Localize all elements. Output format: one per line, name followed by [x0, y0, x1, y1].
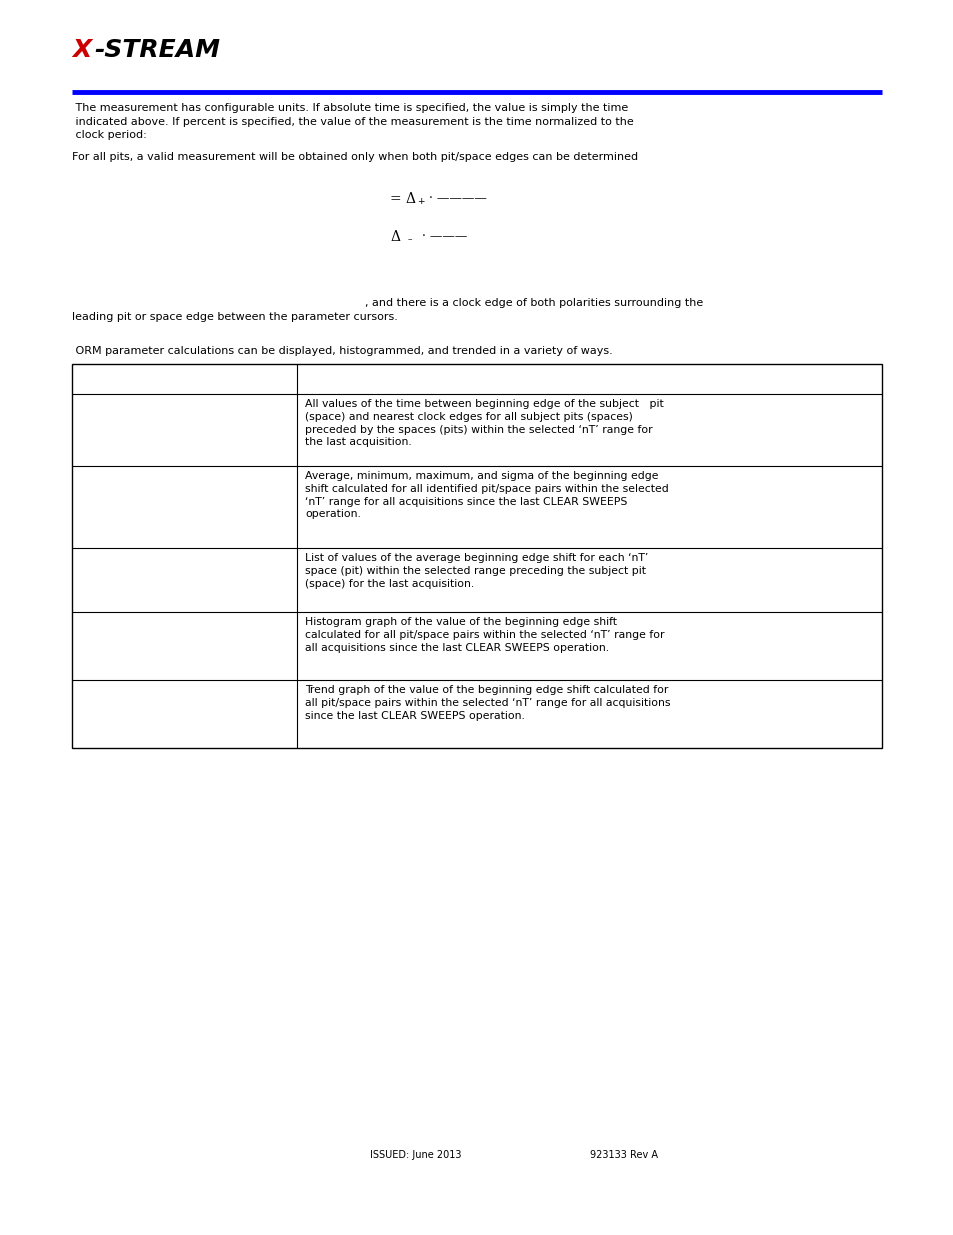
Text: -STREAM: -STREAM: [94, 38, 220, 62]
Text: –: –: [408, 235, 412, 245]
Bar: [71, 364, 882, 748]
Text: ISSUED: June 2013: ISSUED: June 2013: [370, 1150, 461, 1160]
Text: Average, minimum, maximum, and sigma of the beginning edge
shift calculated for : Average, minimum, maximum, and sigma of …: [305, 471, 668, 520]
Text: The measurement has configurable units. If absolute time is specified, the value: The measurement has configurable units. …: [71, 103, 628, 112]
Text: Trend graph of the value of the beginning edge shift calculated for
all pit/spac: Trend graph of the value of the beginnin…: [305, 685, 670, 720]
Text: 923133 Rev A: 923133 Rev A: [589, 1150, 658, 1160]
Text: List of values of the average beginning edge shift for each ‘nT’
space (pit) wit: List of values of the average beginning …: [305, 553, 648, 589]
Text: All values of the time between beginning edge of the subject   pit
(space) and n: All values of the time between beginning…: [305, 399, 663, 447]
Text: · ————: · ————: [424, 191, 486, 205]
Text: X: X: [71, 38, 91, 62]
Text: , and there is a clock edge of both polarities surrounding the: , and there is a clock edge of both pola…: [365, 298, 702, 308]
Text: = Δ: = Δ: [390, 191, 416, 206]
Text: leading pit or space edge between the parameter cursors.: leading pit or space edge between the pa…: [71, 312, 397, 322]
Text: ORM parameter calculations can be displayed, histogrammed, and trended in a vari: ORM parameter calculations can be displa…: [71, 346, 612, 356]
Text: Δ: Δ: [390, 230, 399, 245]
Text: +: +: [416, 198, 424, 206]
Text: clock period:: clock period:: [71, 130, 147, 140]
Text: indicated above. If percent is specified, the value of the measurement is the ti: indicated above. If percent is specified…: [71, 116, 633, 126]
Text: · ———: · ———: [417, 230, 467, 243]
Text: For all pits, a valid measurement will be obtained only when both pit/space edge: For all pits, a valid measurement will b…: [71, 152, 638, 162]
Text: Histogram graph of the value of the beginning edge shift
calculated for all pit/: Histogram graph of the value of the begi…: [305, 618, 664, 652]
